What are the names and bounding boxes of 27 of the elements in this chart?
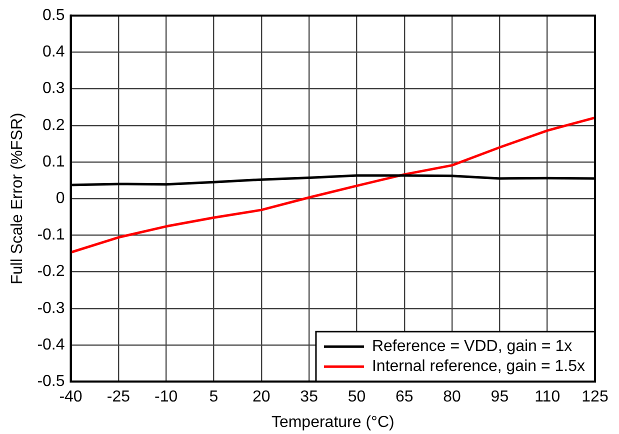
y-tick-label: -0.3 <box>37 300 65 317</box>
x-axis-title: Temperature (°C) <box>271 414 394 431</box>
y-axis-title: Full Scale Error (%FSR) <box>9 112 26 284</box>
y-tick-label: 0.2 <box>42 116 65 134</box>
x-tick-label: 35 <box>300 388 318 406</box>
x-tick-label: -40 <box>59 388 82 406</box>
y-tick-label: 0.4 <box>42 44 65 61</box>
x-tick-label: 80 <box>443 388 462 406</box>
legend-label: Reference = VDD, gain = 1x <box>372 338 572 356</box>
x-tick-label: 50 <box>348 388 366 406</box>
x-tick-label: -10 <box>154 388 178 406</box>
x-tick-label: 20 <box>252 388 270 406</box>
x-tick-label: -25 <box>106 388 130 406</box>
x-tick-label: 95 <box>490 388 509 406</box>
y-tick-label: -0.4 <box>37 336 65 354</box>
x-tick-label: 5 <box>209 388 218 406</box>
y-tick-label: -0.2 <box>37 263 65 280</box>
y-tick-label: 0 <box>56 190 65 208</box>
x-tick-label: 65 <box>395 388 414 406</box>
x-tick-label: 125 <box>582 388 608 406</box>
x-tick-label: 110 <box>534 388 560 406</box>
y-tick-label: 0.5 <box>42 7 65 24</box>
y-tick-label: 0.1 <box>42 153 65 170</box>
legend-label: Internal reference, gain = 1.5x <box>372 358 586 376</box>
y-tick-label: -0.5 <box>37 373 65 390</box>
y-tick-label: 0.3 <box>42 80 65 98</box>
y-tick-label: -0.1 <box>37 226 65 244</box>
